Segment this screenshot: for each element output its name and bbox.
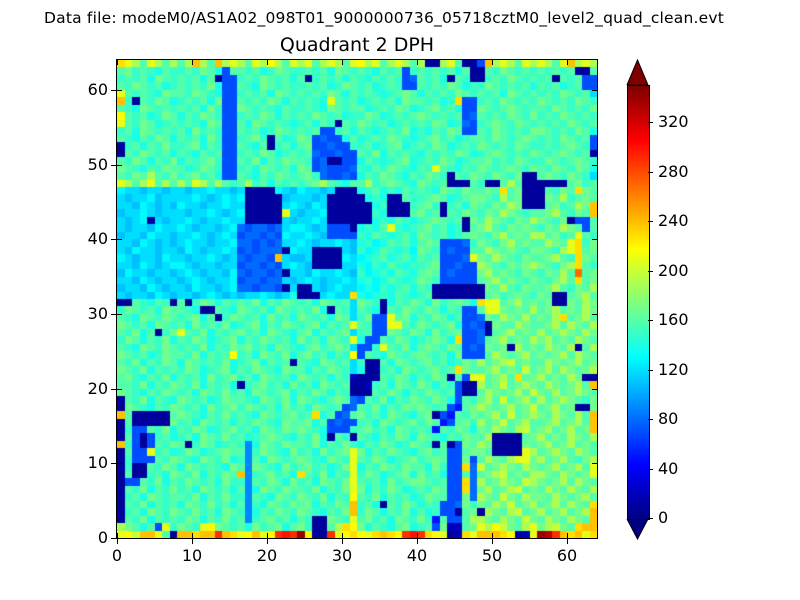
colorbar-up-arrow xyxy=(626,59,649,85)
x-tick-mark xyxy=(192,533,193,538)
colorbar-tick-label: 200 xyxy=(658,261,689,280)
x-tick-mark xyxy=(267,539,268,544)
colorbar-gradient-canvas xyxy=(628,86,649,519)
y-tick-mark xyxy=(111,90,116,91)
colorbar-tick-mark xyxy=(648,419,653,420)
y-tick-label: 30 xyxy=(87,304,108,323)
colorbar-tick-label: 240 xyxy=(658,211,689,230)
y-tick-mark xyxy=(111,389,116,390)
colorbar xyxy=(627,85,650,520)
colorbar-tick-label: 280 xyxy=(658,162,689,181)
heatmap-canvas xyxy=(117,60,597,538)
y-tick-mark xyxy=(117,314,122,315)
plot-title: Quadrant 2 DPH xyxy=(279,34,435,56)
x-tick-mark xyxy=(342,533,343,538)
y-tick-mark xyxy=(111,463,116,464)
datafile-text: Data file: modeM0/AS1A02_098T01_90000007… xyxy=(44,9,725,27)
y-tick-mark xyxy=(117,239,122,240)
colorbar-tick-mark xyxy=(648,172,653,173)
x-tick-mark xyxy=(567,60,568,65)
y-tick-label: 0 xyxy=(97,528,108,547)
y-tick-mark xyxy=(592,90,597,91)
y-tick-mark xyxy=(117,463,122,464)
y-tick-label: 40 xyxy=(87,229,108,248)
x-tick-mark xyxy=(417,533,418,538)
x-tick-mark xyxy=(417,60,418,65)
x-tick-mark xyxy=(117,539,118,544)
colorbar-down-arrow xyxy=(626,519,649,540)
y-tick-mark xyxy=(592,314,597,315)
y-tick-mark xyxy=(592,165,597,166)
x-tick-label: 20 xyxy=(256,546,278,565)
y-tick-mark xyxy=(111,314,116,315)
x-tick-mark xyxy=(492,539,493,544)
y-tick-mark xyxy=(111,165,116,166)
y-tick-label: 60 xyxy=(87,80,108,99)
y-tick-mark xyxy=(117,90,122,91)
colorbar-tick-mark xyxy=(648,518,653,519)
x-tick-mark xyxy=(567,533,568,538)
x-tick-mark xyxy=(117,60,118,65)
colorbar-tick-mark xyxy=(648,221,653,222)
y-tick-mark xyxy=(592,463,597,464)
x-tick-mark xyxy=(567,539,568,544)
y-tick-mark xyxy=(592,239,597,240)
y-tick-label: 50 xyxy=(87,155,108,174)
y-tick-label: 10 xyxy=(87,453,108,472)
colorbar-tick-mark xyxy=(648,370,653,371)
colorbar-tick-mark xyxy=(648,122,653,123)
x-tick-label: 0 xyxy=(111,546,123,565)
plot-axes xyxy=(116,59,598,539)
x-tick-label: 60 xyxy=(556,546,578,565)
x-tick-mark xyxy=(417,539,418,544)
x-tick-label: 10 xyxy=(181,546,203,565)
x-tick-label: 50 xyxy=(481,546,503,565)
colorbar-tick-mark xyxy=(648,271,653,272)
colorbar-tick-label: 0 xyxy=(658,508,669,527)
x-tick-mark xyxy=(192,539,193,544)
x-tick-mark xyxy=(342,60,343,65)
colorbar-tick-label: 80 xyxy=(658,409,679,428)
colorbar-tick-mark xyxy=(648,320,653,321)
x-tick-mark xyxy=(267,533,268,538)
y-tick-mark xyxy=(117,538,122,539)
x-tick-mark xyxy=(117,533,118,538)
y-tick-mark xyxy=(592,389,597,390)
colorbar-tick-label: 320 xyxy=(658,112,689,131)
y-tick-mark xyxy=(111,538,116,539)
y-tick-mark xyxy=(111,239,116,240)
colorbar-tick-label: 160 xyxy=(658,310,689,329)
colorbar-tick-label: 120 xyxy=(658,360,689,379)
x-tick-mark xyxy=(492,60,493,65)
x-tick-label: 40 xyxy=(406,546,428,565)
x-tick-mark xyxy=(192,60,193,65)
x-tick-mark xyxy=(492,533,493,538)
x-tick-label: 30 xyxy=(331,546,353,565)
colorbar-tick-label: 40 xyxy=(658,459,679,478)
y-tick-mark xyxy=(117,165,122,166)
colorbar-tick-mark xyxy=(648,469,653,470)
y-tick-mark xyxy=(117,389,122,390)
x-tick-mark xyxy=(267,60,268,65)
y-tick-mark xyxy=(592,538,597,539)
x-tick-mark xyxy=(342,539,343,544)
y-tick-label: 20 xyxy=(87,379,108,398)
